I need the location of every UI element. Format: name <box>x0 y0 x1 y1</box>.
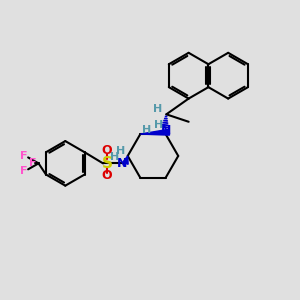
Polygon shape <box>122 156 128 164</box>
Text: F: F <box>29 158 36 168</box>
Text: N: N <box>117 157 127 170</box>
Polygon shape <box>140 129 169 135</box>
Text: O: O <box>102 169 112 182</box>
Text: N: N <box>161 124 172 137</box>
Text: O: O <box>102 144 112 158</box>
Text: F: F <box>20 151 27 161</box>
Text: S: S <box>101 156 112 171</box>
Text: H: H <box>154 120 164 130</box>
Text: F: F <box>20 166 27 176</box>
Text: H: H <box>110 152 119 162</box>
Text: H: H <box>116 146 125 156</box>
Text: H: H <box>142 124 152 135</box>
Text: H: H <box>153 104 163 114</box>
